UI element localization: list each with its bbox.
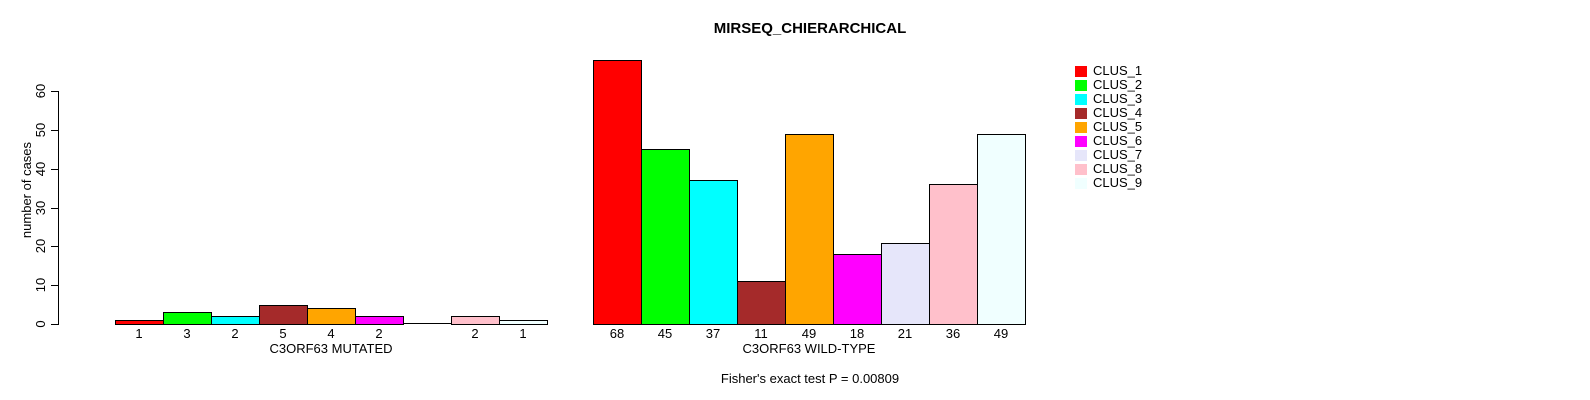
fisher-test-footnote: Fisher's exact test P = 0.00809 <box>720 371 900 386</box>
legend-swatch-clus_1 <box>1075 65 1087 77</box>
bar-value-label: 45 <box>657 326 673 341</box>
legend-label: CLUS_8 <box>1093 161 1143 176</box>
y-tick-mark <box>51 130 58 131</box>
legend-swatch-clus_2 <box>1075 79 1087 91</box>
bar-clus_2 <box>163 312 212 325</box>
legend-swatch-clus_3 <box>1075 93 1087 105</box>
legend-item-clus_9: CLUS_9 <box>1075 176 1142 190</box>
bar-value-label: 3 <box>183 326 191 341</box>
bar-value-label: 49 <box>801 326 817 341</box>
legend-label: CLUS_6 <box>1093 133 1143 148</box>
legend-swatch-clus_8 <box>1075 163 1087 175</box>
legend-label: CLUS_9 <box>1093 175 1143 190</box>
bar-clus_5 <box>785 134 834 325</box>
bar-clus_9 <box>977 134 1026 325</box>
bar-clus_7 <box>881 243 930 325</box>
bar-clus_7-zero <box>403 323 452 324</box>
y-tick-mark <box>51 91 58 92</box>
bar-clus_8 <box>929 184 978 325</box>
legend-label: CLUS_1 <box>1093 63 1143 78</box>
bar-value-label: 1 <box>135 326 143 341</box>
y-tick-mark <box>51 246 58 247</box>
legend-item-clus_5: CLUS_5 <box>1075 120 1142 134</box>
bar-value-label: 37 <box>705 326 721 341</box>
legend-item-clus_7: CLUS_7 <box>1075 148 1142 162</box>
bar-value-label: 49 <box>993 326 1009 341</box>
bar-value-label: 2 <box>471 326 479 341</box>
bar-value-label: 2 <box>375 326 383 341</box>
legend-label: CLUS_5 <box>1093 119 1143 134</box>
bar-clus_3 <box>689 180 738 325</box>
legend-item-clus_8: CLUS_8 <box>1075 162 1142 176</box>
legend-swatch-clus_4 <box>1075 107 1087 119</box>
bar-value-label: 1 <box>519 326 527 341</box>
group-label-mutated: C3ORF63 MUTATED <box>269 341 393 356</box>
y-tick-mark <box>51 324 58 325</box>
group-label-wildtype: C3ORF63 WILD-TYPE <box>742 341 876 356</box>
y-tick-label: 60 <box>33 83 48 99</box>
legend-swatch-clus_9 <box>1075 177 1087 189</box>
legend-label: CLUS_2 <box>1093 77 1143 92</box>
legend-item-clus_4: CLUS_4 <box>1075 106 1142 120</box>
y-axis-title: number of cases <box>19 141 34 239</box>
legend-label: CLUS_7 <box>1093 147 1143 162</box>
y-tick-mark <box>51 208 58 209</box>
legend-label: CLUS_4 <box>1093 105 1143 120</box>
legend-swatch-clus_6 <box>1075 135 1087 147</box>
bar-value-label: 68 <box>609 326 625 341</box>
bar-clus_1 <box>115 320 164 325</box>
y-tick-mark <box>51 169 58 170</box>
bar-clus_3 <box>211 316 260 325</box>
bar-clus_6 <box>833 254 882 325</box>
bar-clus_5 <box>307 308 356 325</box>
bar-clus_2 <box>641 149 690 325</box>
bar-value-label: 11 <box>754 326 768 341</box>
bar-clus_4 <box>737 281 786 325</box>
bar-clus_6 <box>355 316 404 325</box>
legend-label: CLUS_3 <box>1093 91 1143 106</box>
legend-swatch-clus_7 <box>1075 149 1087 161</box>
legend-item-clus_6: CLUS_6 <box>1075 134 1142 148</box>
bar-value-label: 2 <box>231 326 239 341</box>
chart-title: MIRSEQ_CHIERARCHICAL <box>713 20 907 37</box>
bar-value-label: 36 <box>945 326 961 341</box>
bar-clus_4 <box>259 305 308 325</box>
y-tick-mark <box>51 285 58 286</box>
legend-item-clus_1: CLUS_1 <box>1075 64 1142 78</box>
legend-swatch-clus_5 <box>1075 121 1087 133</box>
bar-value-label: 4 <box>327 326 335 341</box>
y-axis-line <box>58 91 59 325</box>
legend-item-clus_2: CLUS_2 <box>1075 78 1142 92</box>
bar-clus_1 <box>593 60 642 325</box>
bar-value-label: 18 <box>849 326 865 341</box>
bar-value-label: 5 <box>279 326 287 341</box>
legend-item-clus_3: CLUS_3 <box>1075 92 1142 106</box>
bar-clus_8 <box>451 316 500 325</box>
bar-value-label: 21 <box>897 326 913 341</box>
bar-clus_9 <box>499 320 548 325</box>
